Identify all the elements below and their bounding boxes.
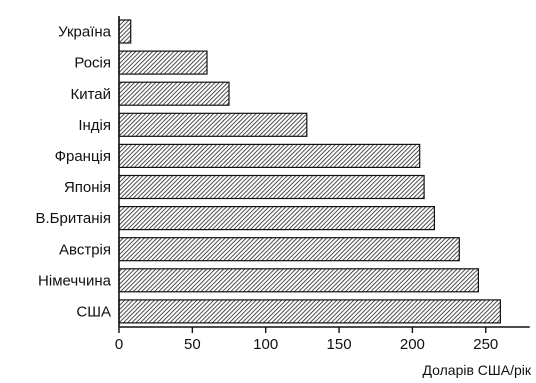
bar-10 [118,299,501,324]
category-label-5: Франція [55,148,111,165]
category-labels: Україна Росія Китай Індія Франція Японія В.Бри… [35,24,111,321]
bar-7 [118,206,435,231]
bar-4 [118,112,308,137]
x-tick-label-2: 50 [184,336,201,353]
bar-2 [118,50,208,75]
x-tick-label-3: 100 [253,336,278,353]
bar-5 [118,143,421,168]
category-label-4: Індія [78,117,111,134]
x-tick-label-6: 250 [473,336,498,353]
x-tick-label-4: 150 [327,336,352,353]
bar-6 [118,174,425,200]
x-axis-label: Доларів США/рік [423,362,532,378]
bars-group [118,19,501,324]
category-label-1: Україна [58,24,112,41]
category-label-2: Росія [74,55,111,72]
x-axis-ticks: 0 50 100 150 200 250 [115,327,498,353]
category-label-8: Австрія [59,241,111,258]
bar-9 [118,268,479,293]
x-tick-label-1: 0 [115,336,123,353]
bar-3 [118,81,230,106]
category-label-10: США [76,303,111,320]
category-label-6: Японія [64,179,111,196]
x-tick-label-5: 200 [400,336,425,353]
category-label-7: В.Британія [35,210,111,227]
bar-1 [118,19,132,44]
bar-8 [118,237,460,262]
category-label-3: Китай [70,86,111,103]
category-label-9: Німеччина [38,272,112,289]
